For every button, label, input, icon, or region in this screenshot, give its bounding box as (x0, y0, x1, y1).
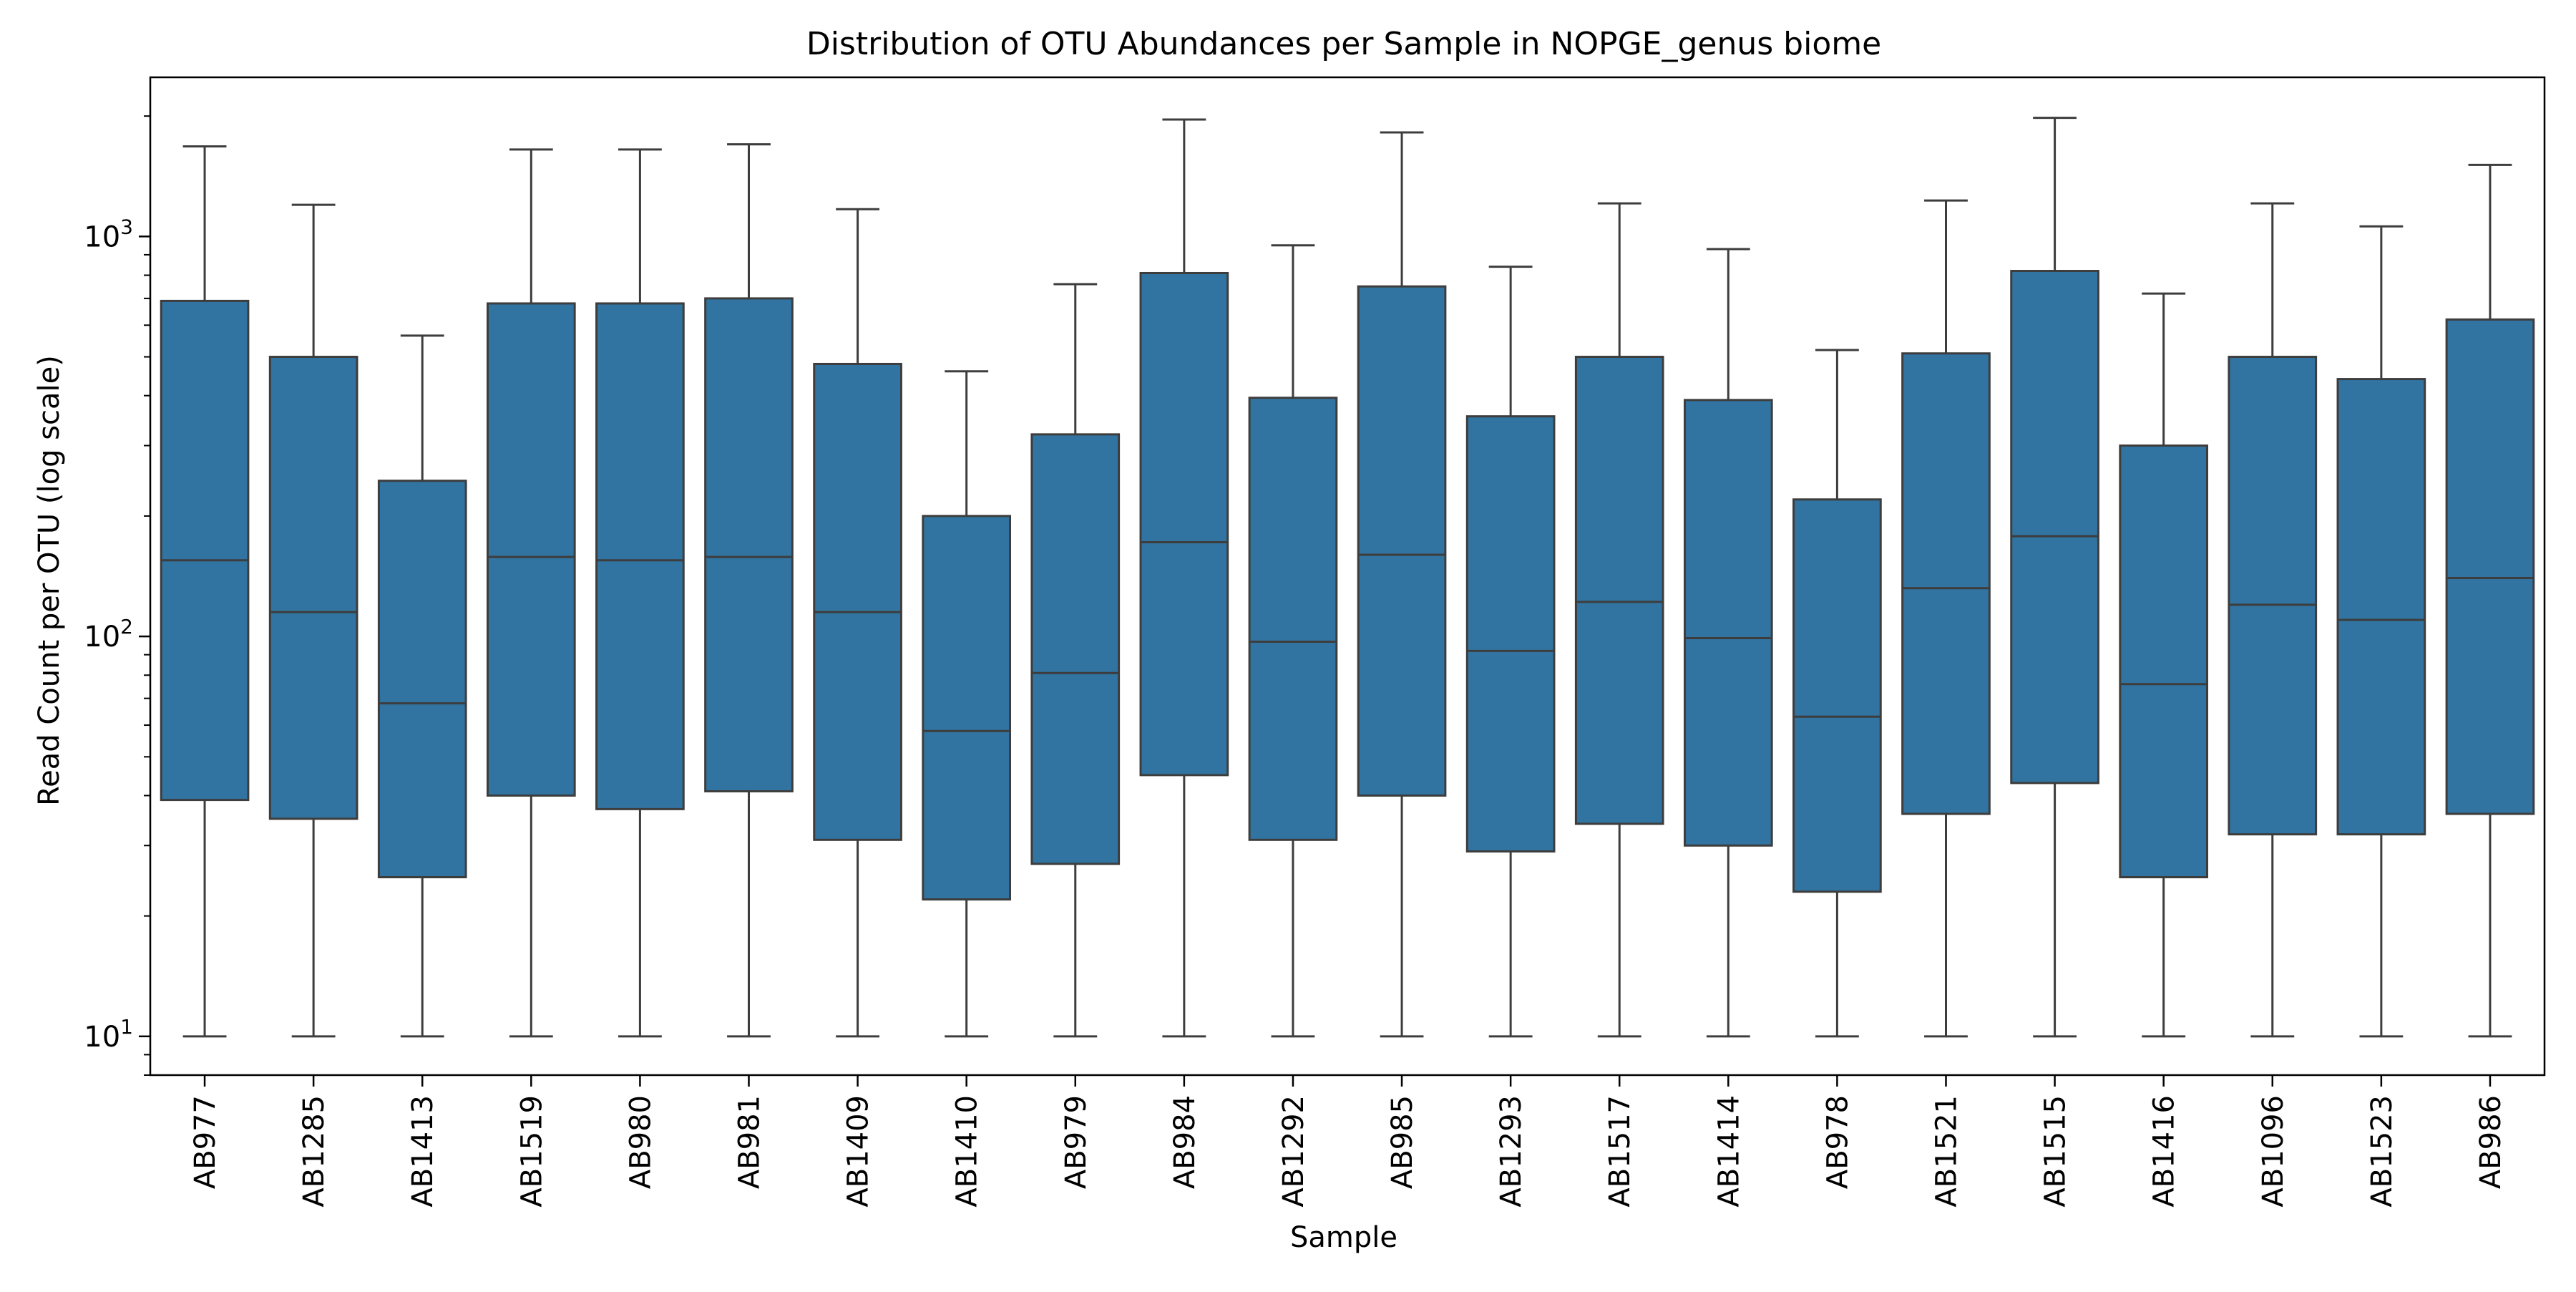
box (1357, 285, 1447, 797)
box (2228, 356, 2318, 836)
x-tick-label: AB984 (1169, 1095, 1201, 1189)
y-tick-label: 102 (84, 615, 133, 654)
box (1248, 397, 1338, 841)
box (1574, 356, 1664, 825)
box (704, 297, 794, 792)
x-tick-label: AB1519 (515, 1095, 548, 1208)
y-tick-label: 101 (84, 1015, 133, 1054)
chart-title: Distribution of OTU Abundances per Sampl… (806, 26, 1881, 62)
box (1030, 433, 1121, 865)
axes-frame (149, 76, 2546, 1077)
x-axis-label: Sample (1290, 1221, 1397, 1254)
x-tick-label: AB980 (624, 1095, 657, 1189)
x-tick-label: AB1521 (1931, 1095, 1963, 1208)
x-tick-label: AB979 (1060, 1095, 1093, 1189)
box (922, 515, 1012, 901)
x-tick-label: AB1414 (1712, 1095, 1745, 1208)
box (377, 480, 467, 879)
x-tick-label: AB1523 (2366, 1095, 2399, 1208)
box (1792, 498, 1882, 893)
x-tick-label: AB978 (1821, 1095, 1854, 1189)
box (2336, 378, 2426, 836)
x-tick-label: AB1413 (406, 1095, 439, 1208)
x-tick-label: AB986 (2474, 1095, 2507, 1189)
box (160, 299, 250, 802)
x-tick-label: AB1293 (1495, 1095, 1528, 1208)
x-tick-label: AB1515 (2039, 1095, 2072, 1208)
box (2445, 318, 2535, 815)
x-tick-label: AB1096 (2257, 1095, 2290, 1208)
box (2010, 270, 2099, 785)
box (1901, 352, 1991, 815)
plot-area: 101 102 103 AB977 AB1285 AB1413 AB1519 AB980 AB9… (84, 76, 2546, 1208)
box (268, 356, 358, 820)
y-axis-label: Read Count per OTU (log scale) (33, 355, 66, 806)
x-tick-label: AB1416 (2148, 1095, 2181, 1208)
box (1465, 415, 1556, 853)
x-tick-label: AB1410 (951, 1095, 984, 1208)
x-tick-label: AB1409 (842, 1095, 875, 1208)
x-tick-label: AB1285 (298, 1095, 331, 1208)
x-tick-label: AB1292 (1277, 1095, 1310, 1208)
x-tick-label: AB985 (1386, 1095, 1419, 1189)
x-tick-label: AB981 (733, 1095, 766, 1189)
x-tick-label: AB1517 (1604, 1095, 1636, 1208)
box (486, 302, 576, 797)
box (2119, 445, 2209, 879)
box (1139, 271, 1229, 777)
x-tick-label: AB977 (189, 1095, 222, 1189)
box (813, 362, 902, 841)
box (595, 302, 685, 810)
y-tick-label: 103 (84, 215, 133, 253)
box (1683, 399, 1773, 847)
